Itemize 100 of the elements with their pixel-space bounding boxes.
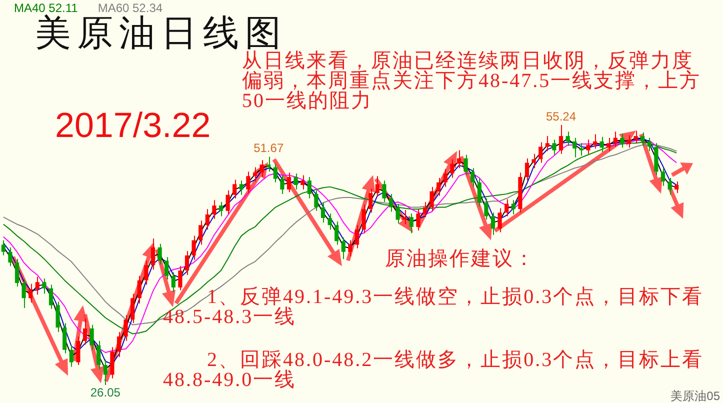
candlestick bbox=[239, 180, 244, 196]
annotation: 55.24 bbox=[546, 109, 576, 124]
candlestick bbox=[116, 332, 122, 358]
candlestick bbox=[586, 139, 590, 154]
candlestick bbox=[354, 224, 360, 249]
text: 从日线来看，原油已经连续两日收阴，反弹力度偏弱，本周重点关注下方48-47.5一线支撑，上方50一线的阻力 bbox=[242, 50, 702, 112]
candlestick bbox=[90, 324, 94, 350]
candlestick bbox=[42, 278, 46, 294]
candlestick bbox=[28, 283, 33, 304]
candlestick bbox=[103, 359, 108, 385]
candlestick bbox=[532, 153, 536, 169]
candlestick bbox=[375, 176, 380, 198]
candlestick bbox=[8, 246, 12, 267]
candlestick bbox=[130, 293, 135, 324]
candlestick bbox=[490, 212, 496, 236]
candlestick bbox=[430, 186, 434, 212]
candlestick bbox=[592, 134, 598, 150]
candlestick bbox=[511, 200, 516, 215]
candlestick bbox=[246, 171, 250, 194]
candlestick bbox=[158, 243, 162, 265]
candlestick bbox=[660, 168, 666, 186]
candlestick bbox=[226, 190, 230, 215]
annotation: 2、回踩48.0-48.2一线做多，止损0.3个点，目标上看48.8-49.0一线 bbox=[163, 349, 704, 391]
candlestick bbox=[110, 346, 114, 379]
candlestick bbox=[674, 180, 679, 194]
candlestick bbox=[164, 256, 169, 280]
candlestick bbox=[362, 204, 366, 234]
candlestick bbox=[294, 172, 298, 190]
candlestick bbox=[76, 336, 80, 366]
candlestick bbox=[640, 132, 645, 146]
annotation: 原油操作建议： bbox=[385, 248, 536, 270]
candlestick bbox=[22, 278, 26, 308]
candlestick bbox=[192, 235, 196, 260]
candlestick bbox=[572, 137, 577, 158]
candlestick bbox=[484, 198, 488, 220]
candlestick bbox=[171, 272, 176, 292]
text: MA40 52.11 bbox=[14, 1, 78, 15]
annotation: 1、反弹49.1-49.3一线做空，止损0.3个点，目标下看48.5-48.3一线 bbox=[163, 286, 705, 328]
text: 美原油05 bbox=[670, 389, 720, 403]
candlestick bbox=[620, 132, 624, 148]
candlestick bbox=[1, 240, 6, 256]
candlestick bbox=[334, 221, 339, 246]
candlestick bbox=[300, 174, 305, 190]
candlestick bbox=[600, 136, 604, 153]
candlestick bbox=[328, 213, 332, 230]
candlestick bbox=[409, 213, 414, 234]
candlestick bbox=[538, 142, 543, 164]
candlestick bbox=[436, 177, 441, 196]
candlestick bbox=[416, 208, 420, 231]
candlestick bbox=[137, 275, 142, 304]
candlestick bbox=[524, 158, 530, 182]
candlestick bbox=[566, 131, 570, 146]
candlestick bbox=[450, 158, 454, 178]
annotation: 26.05 bbox=[90, 385, 121, 400]
text: MA60 52.34 bbox=[98, 1, 163, 15]
candlestick bbox=[402, 209, 407, 225]
candlestick bbox=[48, 284, 54, 310]
candlestick bbox=[198, 220, 203, 246]
candlestick bbox=[320, 202, 326, 223]
candlestick bbox=[56, 301, 60, 333]
candlestick bbox=[144, 260, 148, 286]
candlestick bbox=[280, 174, 284, 194]
candlestick bbox=[464, 154, 468, 176]
candlestick bbox=[314, 190, 318, 212]
candlestick bbox=[273, 163, 278, 183]
candlestick bbox=[396, 203, 400, 224]
candlestick bbox=[232, 179, 237, 199]
chart-subtitle: 2017/3.22 bbox=[55, 106, 211, 146]
candlestick bbox=[626, 134, 632, 148]
candlestick bbox=[266, 156, 271, 172]
candlestick bbox=[504, 198, 509, 217]
candlestick bbox=[477, 178, 482, 207]
candlestick bbox=[545, 136, 550, 152]
candlestick bbox=[69, 344, 74, 368]
candlestick bbox=[252, 166, 258, 182]
candlestick bbox=[82, 318, 88, 345]
candlestick bbox=[260, 160, 264, 178]
candlestick bbox=[178, 266, 182, 291]
candlestick bbox=[668, 177, 672, 196]
candlestick bbox=[498, 208, 502, 233]
candlestick bbox=[348, 240, 352, 257]
candlestick bbox=[184, 250, 190, 276]
candlestick bbox=[613, 131, 618, 148]
candlestick bbox=[218, 201, 224, 217]
candlestick bbox=[579, 142, 584, 156]
candlestick bbox=[368, 188, 373, 214]
candlestick bbox=[552, 139, 556, 156]
candlestick bbox=[443, 168, 448, 188]
annotation: 51.67 bbox=[254, 141, 284, 156]
candlestick bbox=[286, 172, 292, 193]
candlestick bbox=[470, 168, 475, 188]
candlestick bbox=[307, 176, 312, 199]
candlestick bbox=[341, 237, 346, 260]
candlestick bbox=[62, 322, 67, 354]
candlestick bbox=[606, 137, 611, 152]
candlestick bbox=[647, 137, 652, 152]
candlestick bbox=[150, 238, 156, 270]
candlestick bbox=[14, 258, 20, 288]
candlestick bbox=[212, 200, 216, 220]
candlestick bbox=[634, 130, 638, 144]
